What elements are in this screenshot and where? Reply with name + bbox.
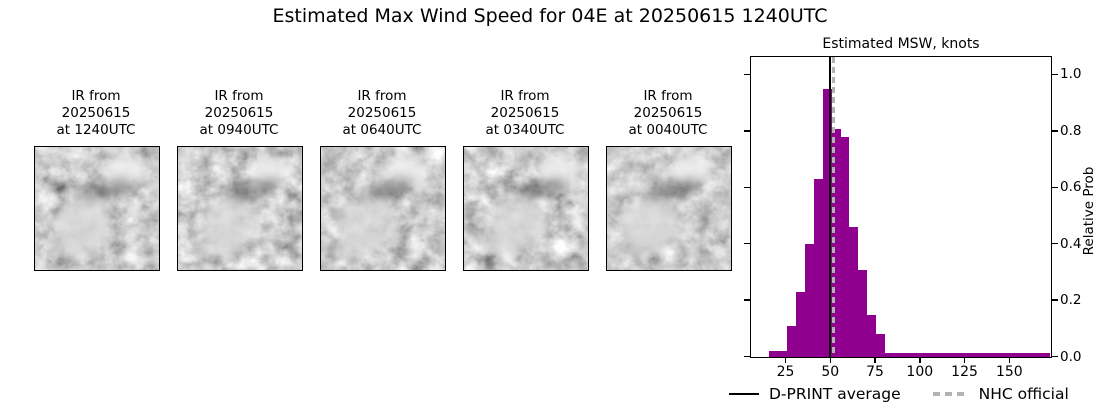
histogram-bar bbox=[849, 227, 859, 357]
ir-panel-label-line: 20250615 bbox=[347, 105, 417, 121]
y-axis-label: Relative Prob bbox=[1081, 166, 1097, 256]
ir-panel-label-line: IR from bbox=[71, 88, 121, 104]
y-tick-mark bbox=[1052, 186, 1058, 188]
x-tick-mark bbox=[874, 358, 876, 363]
nhc-dash-swatch bbox=[932, 392, 969, 396]
ir-satellite-image bbox=[463, 146, 589, 271]
x-tick-mark bbox=[919, 358, 921, 363]
histogram-bar bbox=[885, 353, 1050, 357]
ir-panel-label-line: at 0040UTC bbox=[628, 122, 708, 138]
legend: D-PRINT average NHC official bbox=[729, 383, 1069, 405]
x-tick-label: 150 bbox=[995, 364, 1023, 380]
dprint-line-swatch bbox=[729, 393, 759, 395]
histogram-bar bbox=[795, 292, 805, 357]
ir-panel-label: IR from 20250615 at 0340UTC bbox=[443, 88, 607, 139]
ir-panel-label: IR from 20250615 at 1240UTC bbox=[14, 88, 178, 139]
ir-satellite-image bbox=[320, 146, 446, 271]
histogram-bar bbox=[858, 269, 868, 357]
ir-panel-label-line: IR from bbox=[500, 88, 550, 104]
x-tick-mark bbox=[963, 358, 966, 363]
ir-panel-label: IR from 20250615 at 0640UTC bbox=[300, 88, 464, 139]
ir-panel-label-line: at 0340UTC bbox=[485, 122, 565, 138]
dprint-average-line bbox=[828, 57, 831, 357]
y-tick-mark bbox=[744, 130, 750, 132]
legend-nhc-label: NHC official bbox=[978, 385, 1069, 403]
y-tick-mark bbox=[744, 355, 750, 358]
histogram-bar bbox=[867, 314, 877, 357]
y-tick-mark bbox=[1052, 242, 1058, 245]
y-tick-mark bbox=[1052, 355, 1058, 358]
x-tick-mark bbox=[1008, 358, 1011, 363]
y-tick-label: 0.2 bbox=[1060, 292, 1082, 309]
y-tick-mark bbox=[1052, 130, 1058, 132]
y-tick-label: 0.0 bbox=[1060, 348, 1082, 365]
ir-panel-label-line: IR from bbox=[643, 88, 693, 104]
y-tick-mark bbox=[1052, 299, 1058, 301]
y-tick-mark bbox=[744, 299, 750, 301]
histogram-bar bbox=[786, 325, 796, 357]
ir-satellite-image bbox=[606, 146, 732, 271]
ir-panel-label-line: IR from bbox=[214, 88, 264, 104]
y-tick-mark bbox=[744, 242, 750, 245]
x-tick-mark bbox=[784, 358, 787, 363]
ir-panel-label-line: at 1240UTC bbox=[56, 122, 136, 138]
histogram-bar bbox=[777, 351, 787, 357]
ir-satellite-image bbox=[34, 146, 160, 271]
histogram-bar bbox=[768, 351, 778, 357]
ir-panel-label-line: 20250615 bbox=[204, 105, 274, 121]
histogram-bar bbox=[813, 179, 823, 357]
ir-panel-label-line: 20250615 bbox=[633, 105, 703, 121]
ir-satellite-image bbox=[177, 146, 303, 271]
main-title: Estimated Max Wind Speed for 04E at 2025… bbox=[272, 5, 828, 27]
legend-dprint-label: D-PRINT average bbox=[769, 385, 901, 403]
nhc-official-line bbox=[831, 57, 836, 357]
histogram-title: Estimated MSW, knots bbox=[822, 36, 980, 52]
x-tick-label: 75 bbox=[866, 364, 884, 380]
ir-panel-label: IR from 20250615 at 0940UTC bbox=[157, 88, 321, 139]
x-tick-label: 100 bbox=[906, 364, 934, 380]
ir-panel-label-line: at 0940UTC bbox=[199, 122, 279, 138]
x-tick-label: 25 bbox=[776, 364, 795, 380]
x-tick-label: 50 bbox=[821, 364, 840, 380]
y-tick-label: 0.6 bbox=[1060, 179, 1082, 196]
y-tick-label: 0.4 bbox=[1060, 235, 1082, 252]
histogram-bar bbox=[876, 334, 886, 357]
y-tick-mark bbox=[1052, 73, 1058, 76]
x-tick-label: 125 bbox=[951, 364, 978, 380]
histogram-bar bbox=[804, 244, 814, 357]
ir-panel-label-line: 20250615 bbox=[61, 105, 131, 121]
histogram-plot-area bbox=[751, 57, 1051, 357]
histogram-bar bbox=[831, 128, 841, 357]
histogram-plot bbox=[750, 56, 1052, 358]
y-tick-mark bbox=[744, 186, 750, 188]
histogram-bar bbox=[822, 89, 832, 357]
y-tick-mark bbox=[744, 73, 750, 76]
ir-panel-label-line: 20250615 bbox=[490, 105, 560, 121]
ir-panel-label-line: IR from bbox=[357, 88, 407, 104]
ir-panel-label-line: at 0640UTC bbox=[342, 122, 422, 138]
y-tick-label: 0.8 bbox=[1060, 122, 1082, 139]
y-tick-label: 1.0 bbox=[1060, 66, 1082, 83]
x-tick-mark bbox=[829, 358, 832, 363]
histogram-bar bbox=[840, 136, 850, 357]
ir-panel-label: IR from 20250615 at 0040UTC bbox=[586, 88, 750, 139]
